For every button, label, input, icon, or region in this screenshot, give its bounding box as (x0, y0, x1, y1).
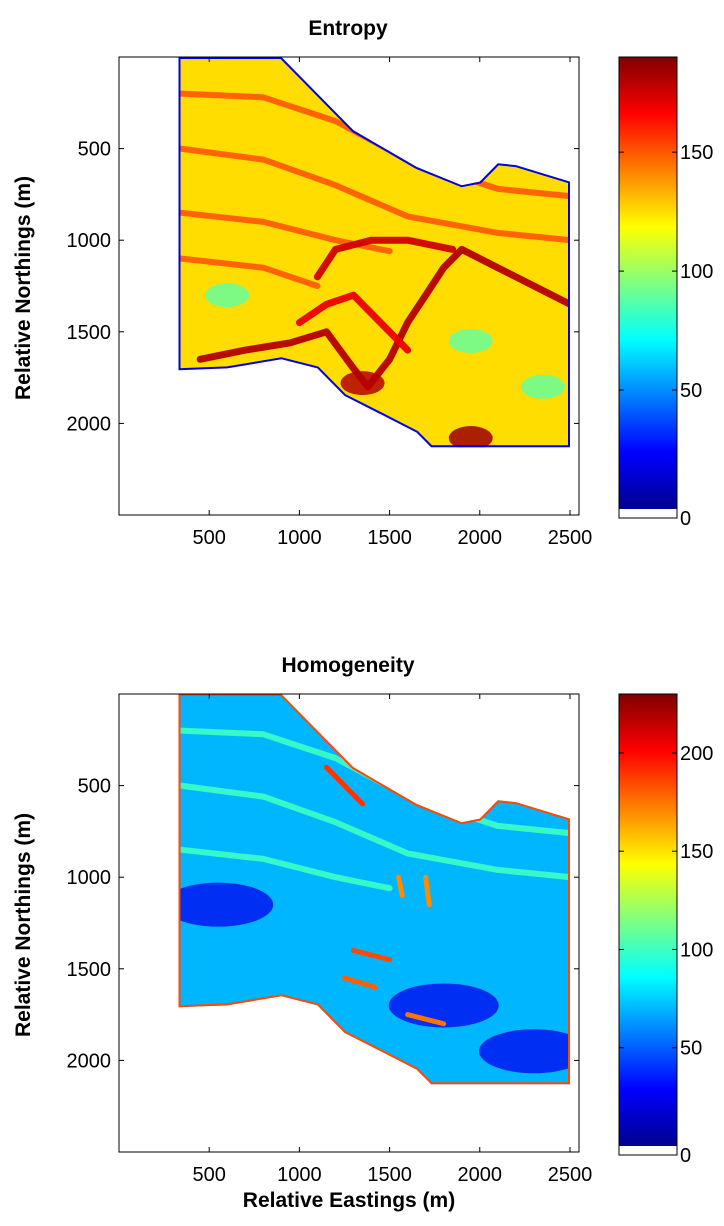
entropy-ridge (295, 291, 412, 354)
x-tick-label: 1500 (367, 1164, 412, 1186)
axis-ticks: 500 1000 1500 2000 2500 500 1000 1500 2000 (67, 694, 593, 1186)
y-tick-label: 500 (78, 776, 111, 798)
y-tick-label: 1500 (67, 959, 112, 981)
colorbar-tick-label: 0 (680, 508, 691, 530)
colorbar-frame (618, 693, 678, 1156)
x-tick-label: 2000 (458, 527, 503, 549)
y-tick-label: 1500 (67, 322, 112, 344)
colorbar-tick-label: 50 (680, 380, 702, 402)
x-tick-label: 2000 (458, 1164, 503, 1186)
low-value-patch (478, 1029, 570, 1074)
value-patch (205, 283, 250, 308)
colorbar: 0 50 100 150 200 (618, 693, 713, 1167)
colorbar-gradient (619, 694, 677, 1146)
x-tick-label: 2500 (548, 527, 593, 549)
colorbar-tick-label: 200 (680, 743, 713, 765)
x-tick-label: 500 (193, 527, 226, 549)
heatmap-plot: 500 1000 1500 2000 2500 500 1000 1500 2000 (67, 56, 593, 549)
region-edge (178, 57, 570, 448)
entropy-panel: Entropy Relative Northings (m) 500 1000 15… (12, 17, 713, 549)
colorbar-ticks: 0 50 100 150 (619, 142, 713, 530)
colorbar-gradient (619, 57, 677, 509)
entropy-ridge (313, 236, 457, 281)
chart-title: Entropy (308, 17, 388, 40)
value-patch (448, 328, 493, 353)
colorbar-tick-label: 0 (680, 1145, 691, 1167)
colorbar-tick-label: 100 (680, 261, 713, 283)
y-tick-label: 2000 (67, 1050, 112, 1072)
stratum-band (178, 846, 393, 892)
homogeneity-streak (323, 764, 366, 807)
value-patch (520, 374, 565, 399)
x-tick-label: 1500 (367, 527, 412, 549)
homogeneity-streak (405, 1012, 447, 1027)
x-tick-label: 500 (193, 1164, 226, 1186)
colorbar-tick-label: 150 (680, 841, 713, 863)
heatmap-plot: 500 1000 1500 2000 2500 500 1000 1500 2000 (67, 693, 593, 1186)
low-value-patch (388, 983, 499, 1028)
chart-title: Homogeneity (281, 654, 414, 677)
heatmap-surface (178, 57, 570, 448)
region-features (178, 727, 570, 1074)
colorbar: 0 50 100 150 (618, 56, 713, 530)
plot-frame (118, 56, 580, 516)
axis-ticks: 500 1000 1500 2000 2500 500 1000 1500 2000 (67, 57, 593, 549)
homogeneity-streak (351, 947, 393, 963)
colorbar-tick-label: 150 (680, 142, 713, 164)
colorbar-tick-label: 50 (680, 1038, 702, 1060)
stratum-band (178, 255, 321, 289)
x-axis-label: Relative Eastings (m) (243, 1189, 455, 1212)
y-tick-label: 2000 (67, 413, 112, 435)
y-tick-label: 500 (78, 139, 111, 161)
y-tick-label: 1000 (67, 867, 112, 889)
y-axis-label: Relative Northings (m) (12, 176, 35, 400)
value-patch (340, 371, 385, 396)
homogeneity-streak (341, 975, 378, 990)
low-value-patch (178, 882, 274, 927)
plot-frame (118, 693, 580, 1153)
x-tick-label: 1000 (277, 1164, 322, 1186)
stratum-band (178, 782, 570, 881)
colorbar-frame (618, 56, 678, 519)
stratum-band (178, 145, 570, 244)
heatmap-surface (178, 694, 570, 1085)
region-edge (178, 694, 570, 1085)
y-tick-label: 1000 (67, 230, 112, 252)
x-tick-label: 2500 (548, 1164, 593, 1186)
x-tick-label: 1000 (277, 527, 322, 549)
y-axis-label: Relative Northings (m) (12, 813, 35, 1037)
value-patch (448, 426, 493, 448)
homogeneity-streak (423, 874, 432, 908)
homogeneity-streak (396, 874, 405, 899)
region-features (178, 90, 570, 448)
colorbar-ticks: 0 50 100 150 200 (619, 743, 713, 1167)
colorbar-tick-label: 100 (680, 939, 713, 961)
homogeneity-panel: Homogeneity Relative Northings (m) Relat… (12, 654, 713, 1212)
